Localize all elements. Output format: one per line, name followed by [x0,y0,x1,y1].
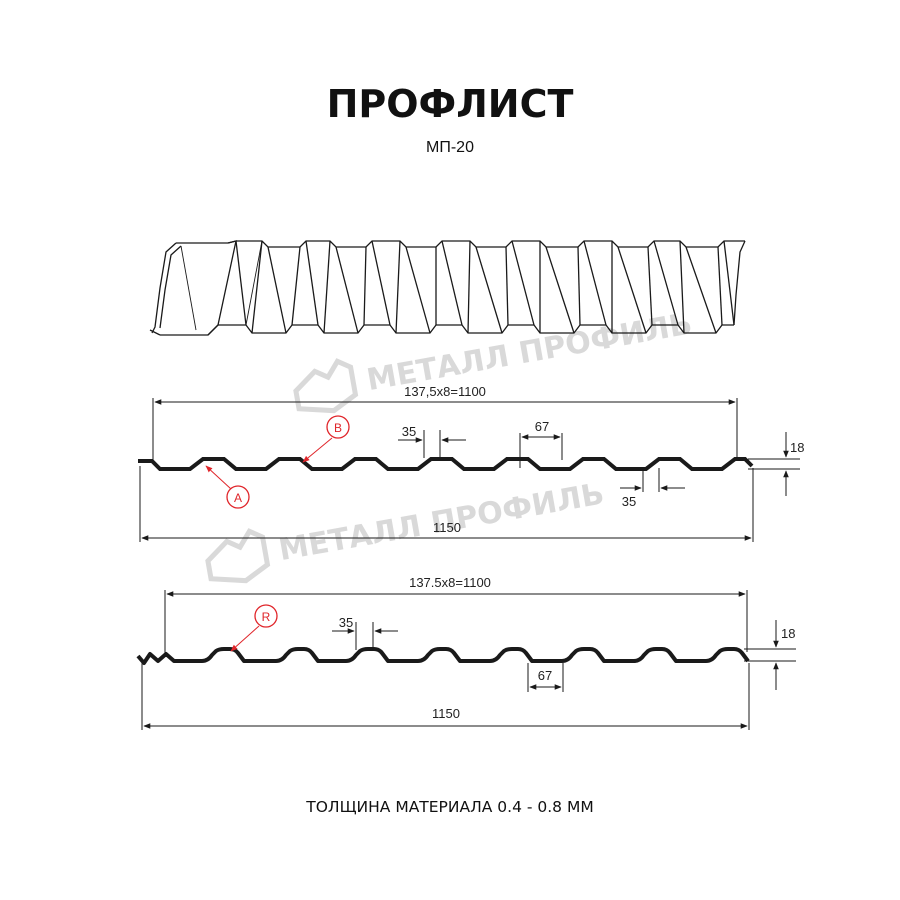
profile-a-line [138,457,754,471]
page-title: ПРОФЛИСТ [327,82,574,126]
profile-r: 137.5x8=1100 35 67 18 1150 R [136,575,796,730]
callout-b: B [334,421,342,435]
dim-shelf-bottom: 35 [622,494,636,509]
dim-total-width: 1150 [433,520,461,535]
callout-r-circle [254,604,278,628]
callout-a-circle [226,485,250,509]
page-subtitle: МП-20 [426,139,474,156]
dim-rib-width-r: 67 [538,668,552,683]
material-thickness: ТОЛЩИНА МАТЕРИАЛА 0.4 - 0.8 ММ [305,798,593,816]
watermark-upper: МЕТАЛЛ ПРОФИЛЬ [293,306,695,414]
watermark-lower: МЕТАЛЛ ПРОФИЛЬ [205,476,607,584]
profile-a: 137,5x8=1100 35 67 35 18 1150 [138,384,804,542]
callout-b-circle [326,415,350,439]
dim-height: 18 [790,440,804,455]
dim-top-span-r: 137.5x8=1100 [409,575,491,590]
dim-height-r: 18 [781,626,795,641]
dim-shelf-top: 35 [402,424,416,439]
dim-top-span: 137,5x8=1100 [404,384,486,399]
profile-r-line [136,647,750,665]
dim-total-width-r: 1150 [432,706,460,721]
dim-rib-width: 67 [535,419,549,434]
callout-a: A [234,491,242,505]
callout-r: R [262,610,271,624]
dim-shelf-top-r: 35 [339,615,353,630]
sheet-3d-illustration [149,240,746,336]
